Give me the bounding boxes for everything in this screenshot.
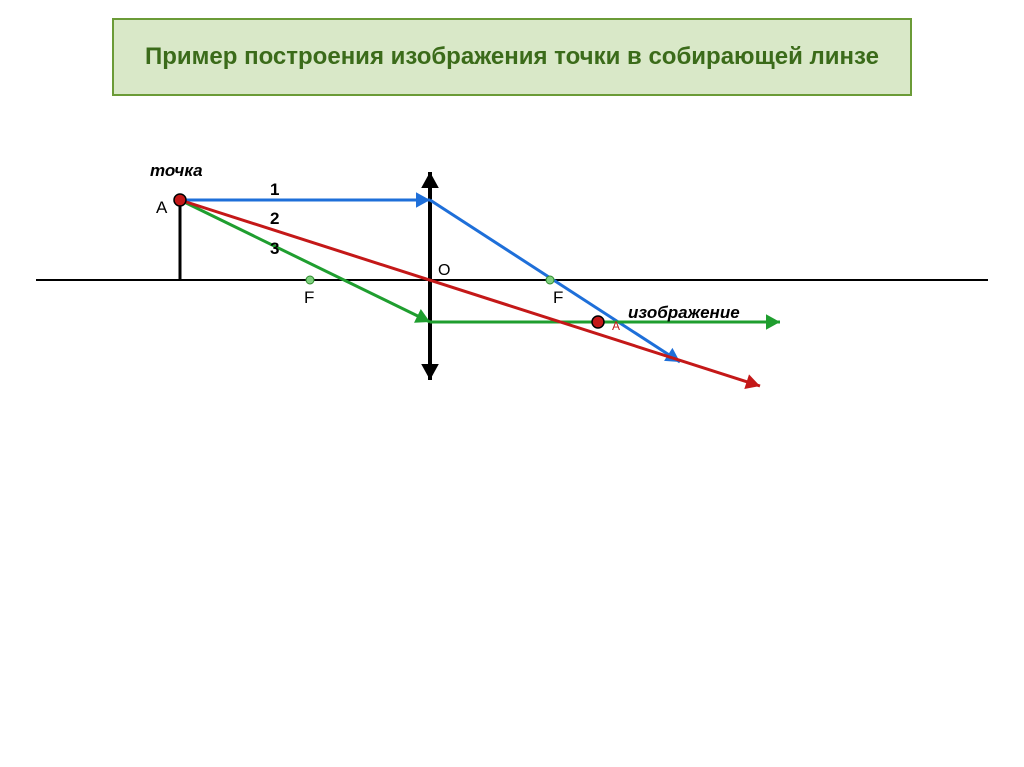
lens-diagram <box>0 0 1024 767</box>
label-image: изображение <box>628 303 740 323</box>
label-ray2: 2 <box>270 209 279 229</box>
label-O: O <box>438 262 450 280</box>
label-A-object: А <box>156 198 167 218</box>
label-A-image: А <box>612 319 620 333</box>
label-F-left: F <box>304 288 314 308</box>
label-ray3: 3 <box>270 239 279 259</box>
label-point: точка <box>150 161 203 181</box>
label-ray1: 1 <box>270 180 279 200</box>
label-F-right: F <box>553 288 563 308</box>
